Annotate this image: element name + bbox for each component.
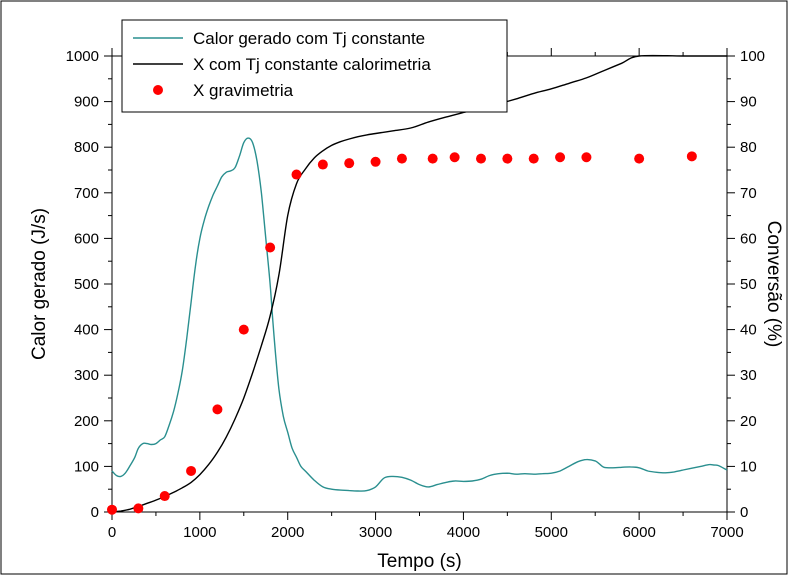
right-y-tick-label: 30: [740, 367, 757, 384]
right-y-tick-label: 90: [740, 94, 757, 111]
series-point-3: [291, 169, 302, 180]
right-y-tick-label: 70: [740, 185, 757, 202]
series-point-3: [449, 152, 460, 163]
left-y-tick-label: 100: [74, 458, 99, 475]
series-point-3: [186, 465, 197, 476]
right-y-tick-label: 20: [740, 413, 757, 430]
series-point-3: [396, 153, 407, 164]
series-point-3: [265, 242, 276, 253]
x-tick-label: 2000: [271, 524, 304, 541]
series-point-3: [344, 158, 355, 169]
left-y-tick-label: 900: [74, 94, 99, 111]
series-point-3: [528, 153, 539, 164]
series-point-3: [502, 153, 513, 164]
left-y-axis-ticks: 0 100 200 300 400 500 600 700 800 900 1000: [66, 48, 112, 521]
right-y-tick-label: 80: [740, 139, 757, 156]
left-y-tick-label: 200: [74, 413, 99, 430]
x-tick-label: 4000: [447, 524, 480, 541]
series-point-3: [159, 491, 170, 502]
left-y-tick-label: 400: [74, 322, 99, 339]
left-y-axis-title: Calor gerado (J/s): [29, 208, 50, 360]
series-point-3: [686, 151, 697, 162]
series-point-3: [107, 504, 117, 515]
legend: Calor gerado com Tj constante X com Tj co…: [121, 19, 508, 113]
legend-label: X gravimetria: [193, 81, 294, 100]
series-point-3: [476, 153, 486, 164]
right-y-tick-label: 100: [740, 48, 765, 65]
x-tick-label: 1000: [183, 524, 216, 541]
series-point-3: [555, 152, 566, 163]
series-line-1: [111, 137, 728, 492]
series-point-3: [212, 404, 223, 415]
x-tick-label: 7000: [710, 524, 743, 541]
right-y-tick-label: 0: [740, 504, 748, 521]
left-y-tick-label: 600: [74, 230, 99, 247]
x-axis-title: Tempo (s): [377, 551, 461, 572]
left-y-tick-label: 700: [74, 185, 99, 202]
left-y-tick-label: 800: [74, 139, 99, 156]
legend-marker-swatch: [153, 85, 163, 95]
series-point-3: [238, 324, 249, 335]
right-y-tick-label: 50: [740, 276, 757, 293]
series-layer: [107, 54, 728, 515]
x-tick-label: 5000: [535, 524, 568, 541]
series-point-3: [634, 153, 645, 164]
right-y-tick-label: 60: [740, 230, 757, 247]
legend-label: X com Tj constante calorimetria: [193, 55, 431, 74]
series-point-3: [370, 156, 381, 167]
series-point-3: [133, 503, 144, 514]
right-y-axis-title: Conversão (%): [763, 221, 784, 348]
x-tick-label: 6000: [622, 524, 655, 541]
legend-label: Calor gerado com Tj constante: [193, 29, 425, 48]
x-tick-label: 0: [108, 524, 116, 541]
series-line-2: [111, 54, 727, 513]
left-y-tick-label: 1000: [66, 48, 99, 65]
left-y-tick-label: 0: [91, 504, 99, 521]
series-point-3: [427, 153, 438, 164]
legend-box: [121, 19, 508, 113]
right-y-tick-label: 10: [740, 458, 757, 475]
series-point-3: [317, 159, 328, 170]
right-y-axis-ticks: 0 10 20 30 40 50 60 70 80 90 100: [727, 48, 765, 521]
plot-frame: [111, 55, 728, 513]
x-tick-label: 3000: [359, 524, 392, 541]
left-y-tick-label: 500: [74, 276, 99, 293]
x-axis-ticks: 0 1000 2000 3000 4000 5000 6000 7000: [108, 48, 744, 541]
left-y-tick-label: 300: [74, 367, 99, 384]
right-y-tick-label: 40: [740, 322, 757, 339]
series-point-3: [581, 152, 592, 163]
